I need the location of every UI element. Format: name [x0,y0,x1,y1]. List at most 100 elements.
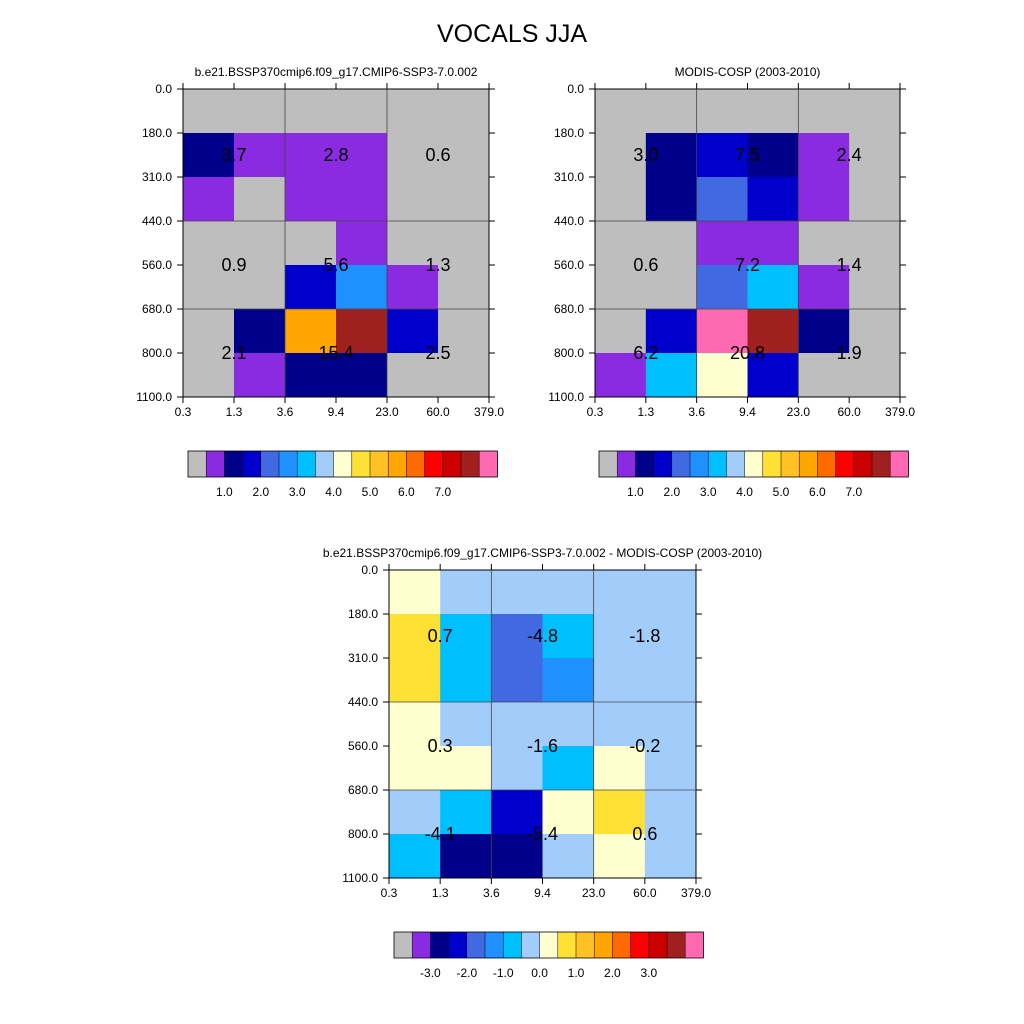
y-tick-label: 310.0 [348,651,378,665]
heatmap-cell [849,221,901,266]
heatmap-cell [389,658,441,703]
heatmap-cell [336,177,388,222]
heatmap-cell [389,834,441,879]
box-value-label: 6.2 [633,343,658,363]
heatmap-cell [542,614,595,659]
colorbar-label: 0.0 [531,966,548,980]
heatmap-cell [542,834,595,879]
heatmap-cell [645,89,698,134]
heatmap-cell [696,89,748,134]
chart-title-1: b.e21.BSSP370cmip6.f09_g17.CMIP6-SSP3-7.… [195,65,478,79]
heatmap-cell [389,746,441,791]
heatmap-cell [747,221,799,266]
heatmap-cell [696,353,748,398]
y-tick-label: 1100.0 [136,390,172,404]
y-tick-label: 800.0 [142,346,172,360]
heatmap-cell [645,221,698,266]
box-value-label: 0.6 [632,824,657,844]
heatmap-cell [491,790,543,835]
heatmap-cell [336,133,388,178]
colorbar-label: 6.0 [398,485,415,499]
colorbar-label: 1.0 [216,485,233,499]
heatmap-cell [285,177,337,222]
x-tick-label: 9.4 [328,405,345,419]
heatmap-cell [440,658,492,703]
heatmap-cell [542,658,595,703]
y-tick-label: 0.0 [361,563,378,577]
box-value-label: -1.8 [629,626,660,646]
x-tick-label: 379.0 [681,886,711,900]
heatmap-cell [798,177,850,222]
box-value-label: 7.5 [735,145,760,165]
heatmap-cell [747,265,799,310]
heatmap-cell [387,221,439,266]
heatmap-cell [595,265,647,310]
heatmap-cell [696,309,748,354]
colorbar-swatch [206,451,225,477]
colorbar-swatch [442,451,462,477]
heatmap-cell [440,614,492,659]
x-tick-label: 1.3 [226,405,243,419]
heatmap-cell [285,309,337,354]
x-tick-label: 379.0 [885,405,915,419]
y-tick-label: 800.0 [554,346,584,360]
colorbar-swatch [817,451,836,477]
heatmap-cell [595,89,647,134]
heatmap-cell [595,133,647,178]
box-value-label: 0.7 [428,626,453,646]
colorbar-label: 7.0 [434,485,451,499]
x-tick-label: 23.0 [375,405,399,419]
x-tick-label: 9.4 [534,886,551,900]
x-tick-label: 0.3 [175,405,192,419]
heatmap-cell [183,353,235,398]
colorbar-swatch [890,451,909,477]
colorbar-label: 5.0 [362,485,379,499]
colorbar-swatch [671,451,691,477]
colorbar-swatch [333,451,353,477]
colorbar-swatch [260,451,280,477]
heatmap-cell [849,177,901,222]
x-tick-label: 0.3 [381,886,398,900]
heatmap-cell [438,177,490,222]
colorbar-swatch [448,932,468,958]
box-value-label: 20.8 [730,343,765,363]
heatmap-cell [234,133,286,178]
y-tick-label: 0.0 [567,82,584,96]
heatmap-cell [645,309,698,354]
colorbar-swatch [394,932,413,958]
heatmap-cell [593,614,646,659]
box-value-label: 5.6 [323,255,348,275]
heatmap-cell [491,570,543,615]
colorbar-swatch [872,451,891,477]
colorbar-swatch [188,451,207,477]
colorbar-swatch [762,451,782,477]
colorbar-swatch [612,932,631,958]
y-tick-label: 560.0 [554,258,584,272]
heatmap-cell [645,177,698,222]
colorbar-label: 3.0 [289,485,306,499]
x-tick-label: 0.3 [587,405,604,419]
heatmap-cell [798,133,850,178]
colorbar-label: 3.0 [700,485,717,499]
heatmap-cell [438,309,490,354]
heatmap-cell [644,570,697,615]
y-tick-label: 180.0 [554,126,584,140]
heatmap-cell [387,353,439,398]
x-tick-label: 9.4 [739,405,756,419]
heatmap-cell [593,702,646,747]
heatmap-cell [696,177,748,222]
box-value-label: 0.6 [633,255,658,275]
heatmap-cell [336,309,388,354]
heatmap-cell [440,790,492,835]
y-tick-label: 440.0 [142,214,172,228]
heatmap-cell [645,265,698,310]
heatmap-cell [234,309,286,354]
heatmap-cell [438,265,490,310]
heatmap-cell [645,133,698,178]
heatmap-cell [183,265,235,310]
x-tick-label: 3.6 [688,405,705,419]
y-tick-label: 560.0 [348,739,378,753]
y-tick-label: 310.0 [554,170,584,184]
heatmap-cell [438,221,490,266]
